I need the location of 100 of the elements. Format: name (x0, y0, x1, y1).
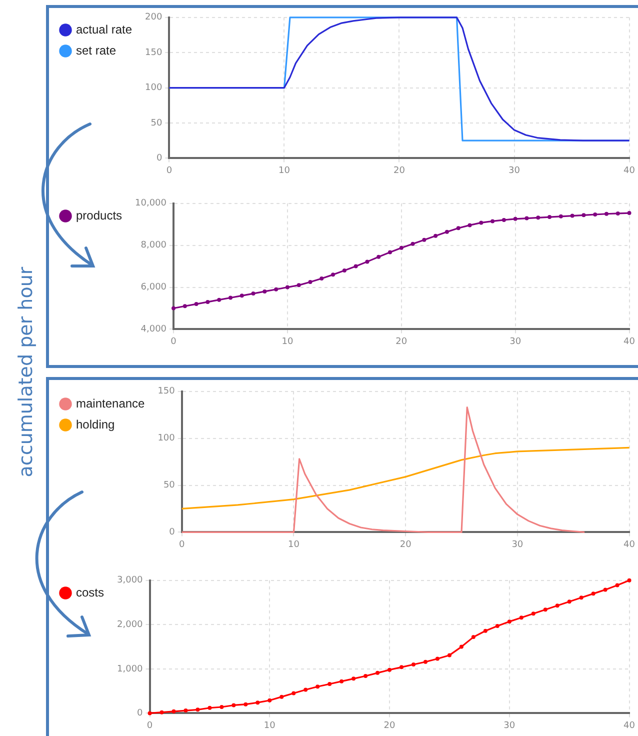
point (365, 260, 370, 264)
point (244, 702, 248, 706)
point (292, 691, 296, 696)
point (604, 212, 608, 216)
point (513, 216, 518, 221)
point (320, 276, 324, 280)
x-tick-label: 40 (624, 720, 636, 731)
y-tick-label: 6,000 (140, 282, 167, 293)
y-tick-label: 50 (150, 118, 162, 128)
y-tick-label: 1,000 (117, 664, 144, 674)
point (342, 268, 346, 272)
point (423, 660, 428, 664)
x-tick-label: 10 (288, 540, 300, 550)
point (468, 223, 472, 228)
point (328, 682, 332, 686)
point (479, 220, 484, 225)
y-tick-label: 200 (145, 12, 162, 23)
point (456, 226, 460, 230)
point (256, 700, 260, 705)
point (593, 212, 598, 217)
x-tick-label: 10 (282, 336, 294, 347)
point (285, 285, 290, 290)
point (591, 592, 596, 596)
point (217, 298, 222, 302)
point (182, 304, 187, 308)
point (172, 709, 176, 714)
point (555, 604, 560, 608)
point (548, 215, 552, 220)
x-tick-label: 30 (512, 540, 524, 550)
point (447, 653, 452, 658)
point (274, 287, 278, 292)
y-tick-label: 2,000 (117, 620, 144, 630)
point (228, 296, 232, 300)
point (262, 289, 267, 294)
legend-label: holding (76, 417, 115, 432)
point (495, 624, 500, 628)
y-tick-label: 8,000 (140, 240, 167, 251)
point (616, 211, 620, 216)
point (400, 665, 404, 670)
x-tick-label: 30 (504, 720, 516, 731)
x-tick-label: 0 (179, 540, 186, 550)
x-tick-label: 30 (508, 166, 520, 176)
legend-label: products (76, 208, 122, 222)
y-tick-label: 150 (158, 386, 176, 397)
point (582, 213, 586, 218)
point (160, 710, 164, 714)
point (579, 596, 584, 600)
point (240, 294, 244, 298)
y-tick-label: 50 (163, 480, 176, 491)
y-tick-label: 4,000 (140, 324, 167, 335)
text: accumulated per hour (15, 266, 37, 478)
y-tick-label: 100 (158, 434, 176, 444)
point (435, 656, 440, 661)
point (444, 230, 449, 234)
point (459, 644, 464, 649)
point (316, 684, 320, 689)
y-tick-label: 0 (137, 708, 144, 719)
point (507, 620, 512, 624)
point (524, 216, 529, 220)
point (376, 670, 380, 675)
point (490, 219, 495, 224)
point (268, 698, 272, 702)
point (531, 612, 536, 616)
point (354, 264, 358, 268)
point (543, 608, 548, 612)
legend-label: costs (76, 585, 104, 600)
point (615, 583, 620, 588)
legend-label: set rate (76, 43, 116, 58)
point (410, 242, 415, 246)
x-tick-label: 10 (278, 166, 290, 176)
point (536, 216, 540, 220)
x-tick-label: 20 (396, 336, 408, 347)
y-tick-label: 3,000 (117, 576, 144, 586)
point (483, 628, 488, 633)
point (148, 711, 152, 716)
legend-label: actual rate (76, 22, 132, 36)
x-tick-label: 30 (510, 336, 522, 347)
point (364, 674, 368, 678)
x-tick-label: 20 (394, 166, 406, 176)
x-tick-label: 20 (384, 720, 396, 731)
point (471, 635, 476, 640)
point (422, 238, 426, 242)
point (558, 214, 563, 218)
point (388, 668, 392, 672)
point (196, 708, 200, 712)
y-tick-label: 100 (145, 83, 162, 94)
point (519, 616, 524, 620)
x-tick-label: 10 (264, 720, 276, 731)
point (603, 588, 608, 592)
point (184, 708, 188, 713)
x-tick-label: 40 (624, 336, 636, 347)
x-tick-label: 40 (624, 540, 636, 550)
point (296, 283, 301, 288)
point (208, 706, 212, 710)
y-tick-label: 10,000 (135, 198, 167, 209)
point (412, 662, 416, 667)
point (434, 234, 438, 238)
point (280, 694, 284, 699)
x-tick-label: 40 (624, 166, 636, 176)
point (331, 272, 336, 277)
